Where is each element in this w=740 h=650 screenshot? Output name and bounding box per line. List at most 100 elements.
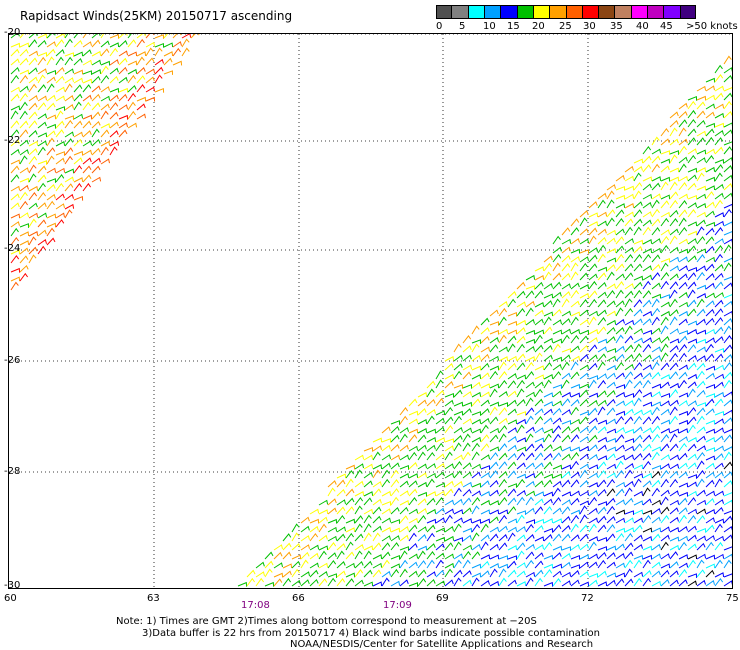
- wind-barb: [660, 194, 671, 200]
- wind-barb: [633, 318, 643, 326]
- wind-barb: [687, 400, 697, 407]
- wind-barb: [705, 462, 715, 470]
- lon-label-75: 75: [726, 593, 739, 604]
- wind-barb: [354, 579, 364, 587]
- wind-barb: [642, 577, 652, 587]
- wind-barb: [678, 419, 689, 425]
- wind-barb: [363, 480, 373, 488]
- wind-barb: [435, 453, 445, 461]
- wind-barb: [28, 67, 38, 75]
- scale-swatch: [566, 5, 583, 19]
- wind-barb: [363, 491, 374, 497]
- wind-barb: [696, 95, 707, 101]
- wind-barb: [705, 541, 714, 551]
- wind-barb: [615, 454, 626, 461]
- wind-barb: [570, 544, 580, 551]
- wind-barb: [327, 552, 337, 560]
- wind-barb: [687, 554, 698, 560]
- wind-barb: [172, 47, 182, 57]
- wind-barb: [525, 397, 534, 407]
- wind-barb: [363, 514, 372, 524]
- wind-barb: [561, 398, 571, 407]
- wind-barb: [453, 541, 462, 551]
- wind-barb: [579, 581, 590, 587]
- wind-barb: [660, 217, 670, 227]
- wind-barb: [507, 390, 517, 398]
- wind-barb: [534, 334, 543, 344]
- wind-barb: [444, 416, 454, 425]
- wind-barb: [615, 460, 624, 470]
- wind-barb: [624, 532, 634, 542]
- wind-barb: [354, 523, 363, 533]
- wind-barb: [19, 85, 29, 93]
- wind-barb: [651, 415, 661, 425]
- wind-barb: [705, 245, 715, 254]
- wind-barb: [318, 545, 329, 551]
- wind-barb: [507, 380, 517, 389]
- wind-barb: [579, 410, 590, 416]
- wind-barb: [435, 490, 446, 497]
- wind-barb: [561, 464, 572, 470]
- wind-barb: [55, 66, 65, 75]
- wind-barb: [489, 321, 500, 326]
- wind-barb: [390, 496, 399, 506]
- wind-barb: [516, 510, 526, 515]
- wind-barb: [633, 182, 643, 191]
- wind-barb: [46, 237, 56, 246]
- wind-barb: [579, 453, 589, 461]
- wind-barb: [381, 526, 392, 533]
- wind-barb: [705, 490, 716, 497]
- wind-barb: [408, 418, 419, 425]
- wind-barb: [55, 212, 65, 219]
- wind-barb: [453, 401, 464, 407]
- wind-barb: [507, 518, 518, 524]
- wind-barb: [696, 318, 706, 326]
- wind-barb: [624, 392, 635, 398]
- wind-barb: [64, 77, 74, 84]
- wind-barb: [678, 535, 689, 542]
- wind-barb: [606, 209, 616, 218]
- wind-barb: [642, 527, 653, 533]
- wind-barb: [489, 344, 499, 353]
- wind-barb: [651, 425, 661, 434]
- wind-barb: [714, 523, 723, 533]
- wind-barb: [597, 546, 608, 551]
- wind-barb: [118, 114, 129, 120]
- wind-barb: [46, 222, 57, 228]
- wind-barb: [471, 577, 480, 587]
- wind-barb: [678, 182, 688, 191]
- wind-barb: [669, 454, 680, 461]
- wind-barb: [615, 400, 625, 407]
- wind-barb: [480, 317, 490, 326]
- wind-barb: [669, 516, 679, 524]
- wind-barb: [642, 265, 652, 272]
- wind-barb: [714, 577, 724, 587]
- wind-barb: [73, 93, 83, 102]
- wind-barb: [46, 83, 55, 93]
- wind-barb: [507, 560, 517, 569]
- wind-barb: [696, 329, 707, 335]
- wind-barb: [480, 434, 490, 443]
- scale-swatch: [550, 5, 567, 19]
- wind-barb: [399, 506, 409, 515]
- wind-barb: [669, 281, 679, 290]
- wind-barb: [696, 380, 706, 389]
- wind-barb: [543, 354, 553, 362]
- wind-barb: [723, 282, 732, 290]
- wind-barb: [723, 417, 732, 425]
- wind-barb: [669, 209, 679, 218]
- wind-barb: [723, 451, 732, 461]
- wind-barb: [669, 176, 680, 182]
- wind-barb: [642, 379, 651, 389]
- wind-barb: [714, 299, 724, 308]
- wind-barb: [19, 155, 28, 165]
- wind-barb: [615, 372, 625, 380]
- wind-barb: [19, 240, 30, 246]
- wind-barb: [507, 329, 518, 335]
- wind-barb: [714, 353, 724, 362]
- wind-barb: [363, 471, 373, 479]
- wind-barb: [597, 488, 607, 497]
- wind-barb: [723, 310, 732, 317]
- wind-barb: [597, 419, 608, 425]
- wind-barb: [381, 535, 391, 542]
